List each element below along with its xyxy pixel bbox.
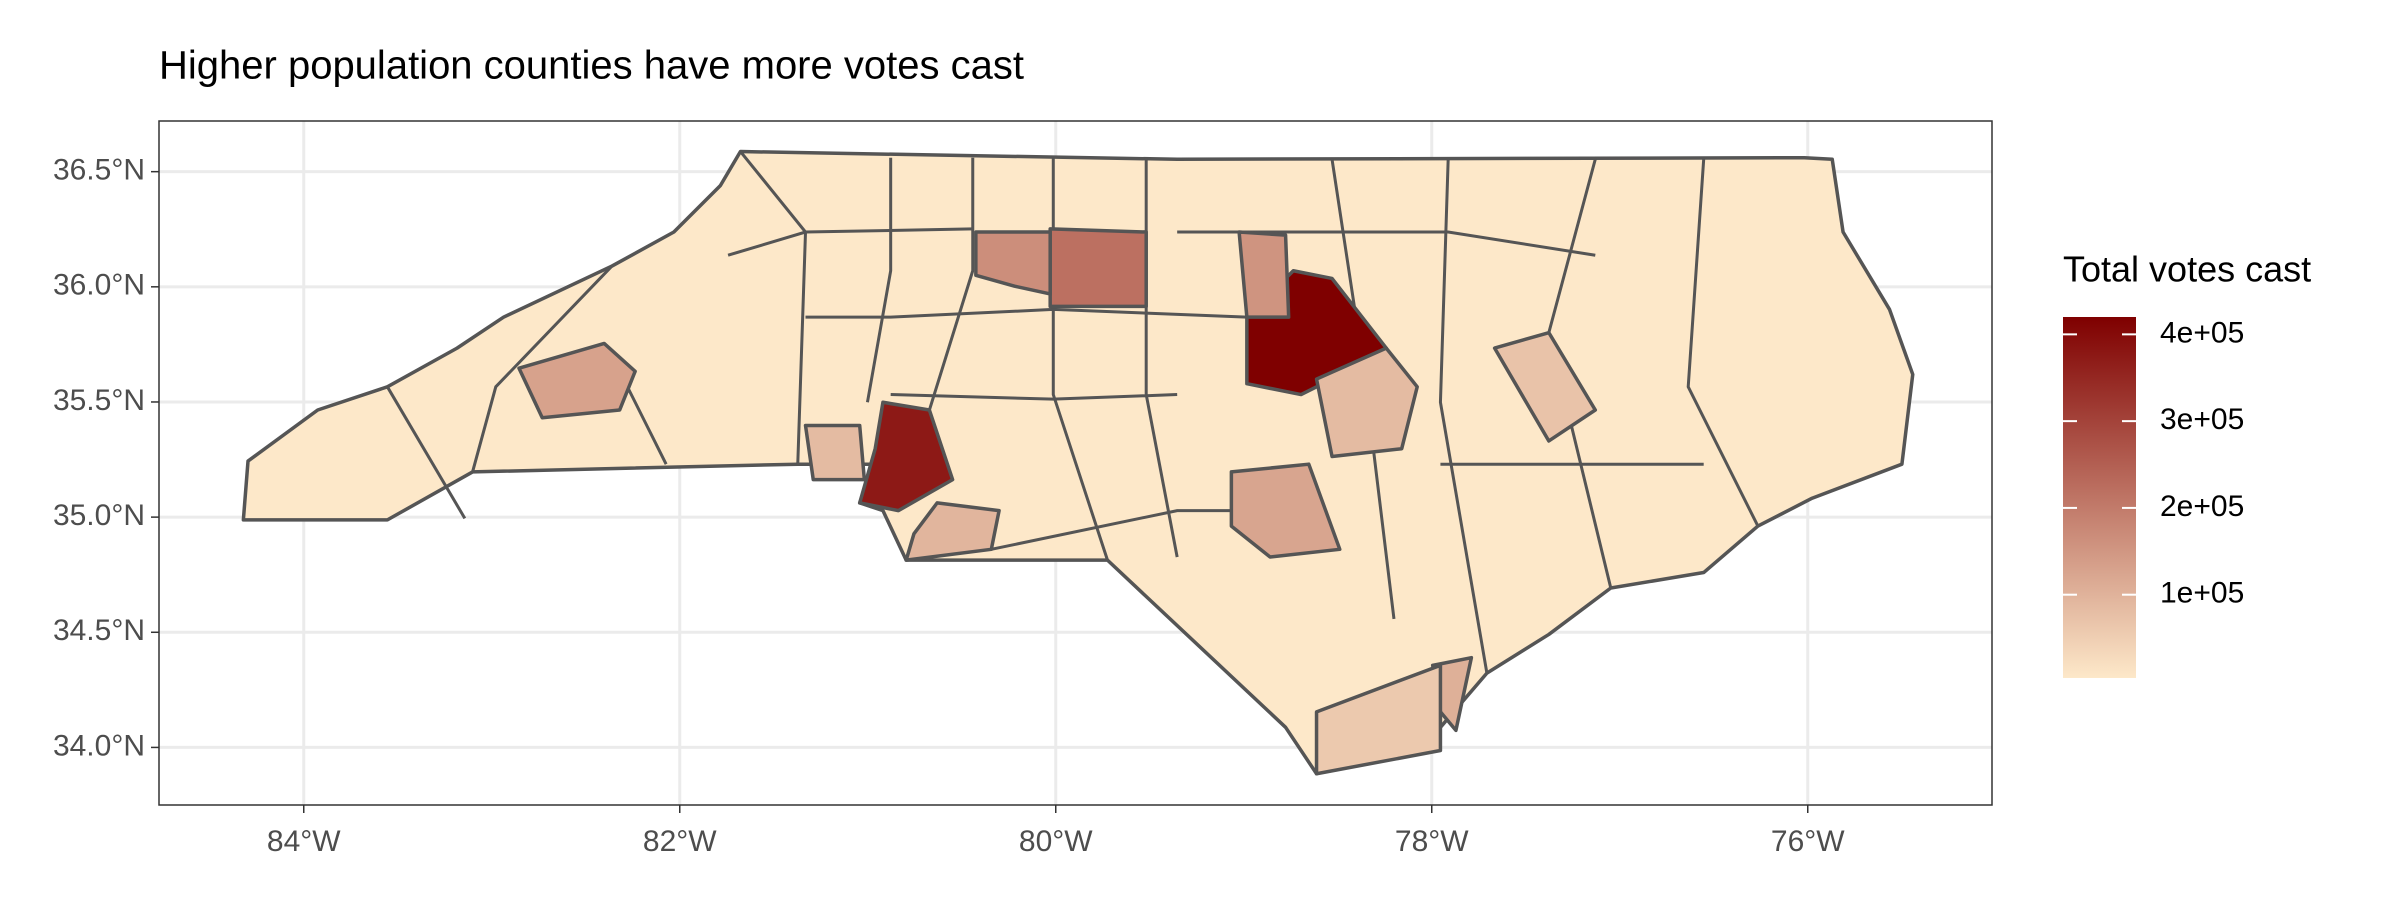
x-tick-label: 84°W xyxy=(267,825,341,858)
x-tick-label: 80°W xyxy=(1019,825,1093,858)
county-border xyxy=(1686,159,1760,527)
county xyxy=(1237,230,1291,319)
y-tick-label: 35.0°N xyxy=(53,499,145,532)
legend-label: 2e+05 xyxy=(2160,490,2244,523)
state-outline xyxy=(241,149,1915,776)
legend-bar xyxy=(2063,317,2136,678)
county-border xyxy=(890,393,1178,401)
county xyxy=(904,501,1001,562)
county-border xyxy=(727,227,973,257)
county xyxy=(857,400,955,513)
panel-border xyxy=(158,120,1993,806)
y-tick-label: 35.5°N xyxy=(53,384,145,417)
x-tick-label: 78°W xyxy=(1395,825,1469,858)
legend-title: Total votes cast xyxy=(2063,249,2311,290)
x-tick-label: 76°W xyxy=(1771,825,1845,858)
county-border xyxy=(805,307,1247,319)
y-tick-label: 36.5°N xyxy=(53,154,145,187)
legend-label: 1e+05 xyxy=(2160,577,2244,610)
county xyxy=(1048,227,1148,309)
county xyxy=(517,341,637,420)
y-tick-label: 36.0°N xyxy=(53,269,145,302)
county xyxy=(1314,663,1443,776)
county-border xyxy=(865,157,893,403)
y-tick-label: 34.5°N xyxy=(53,614,145,647)
county xyxy=(1229,462,1342,559)
county xyxy=(1314,346,1419,459)
county xyxy=(803,423,867,482)
county-border xyxy=(1438,159,1489,674)
y-tick-label: 34.0°N xyxy=(53,729,145,762)
county-border xyxy=(471,265,614,473)
legend-label: 4e+05 xyxy=(2160,316,2244,349)
county-border xyxy=(1177,230,1596,257)
county xyxy=(974,230,1052,296)
county xyxy=(1492,330,1598,443)
county-border xyxy=(927,157,975,411)
chart-title: Higher population counties have more vot… xyxy=(159,44,1024,88)
x-tick-label: 82°W xyxy=(643,825,717,858)
legend-label: 3e+05 xyxy=(2160,403,2244,436)
county-border xyxy=(386,386,467,520)
